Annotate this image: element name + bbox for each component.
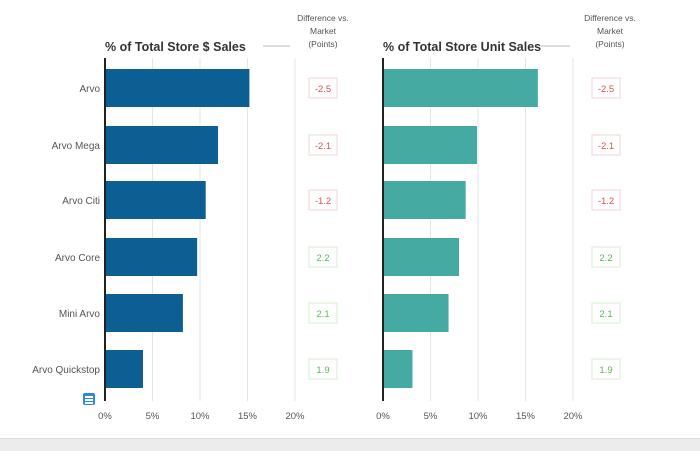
difference-box <box>308 358 338 380</box>
difference-box <box>308 77 338 99</box>
bar <box>383 181 466 219</box>
difference-header-line: Difference vs. <box>297 13 349 23</box>
difference-value: -1.2 <box>598 196 614 207</box>
difference-box <box>591 77 621 99</box>
difference-value: -1.2 <box>315 196 331 207</box>
difference-value: 2.2 <box>316 253 329 264</box>
difference-box <box>591 134 621 156</box>
category-label: Arvo Core <box>55 253 100 264</box>
difference-header-line: Market <box>597 26 624 36</box>
difference-box <box>308 302 338 324</box>
bar <box>383 350 413 388</box>
chart-title: % of Total Store $ Sales <box>105 40 246 54</box>
difference-box <box>591 189 621 211</box>
difference-box <box>308 246 338 268</box>
bar <box>105 126 219 164</box>
bar <box>383 69 538 107</box>
difference-value: 1.9 <box>599 365 612 376</box>
difference-value: -2.5 <box>315 84 331 95</box>
category-label: Arvo <box>79 84 100 95</box>
category-label: Arvo Citi <box>62 196 100 207</box>
hamburger-menu-icon[interactable] <box>83 393 95 405</box>
bar <box>105 350 143 388</box>
difference-header-line: Market <box>310 26 337 36</box>
difference-value: -2.5 <box>598 84 614 95</box>
category-label: Arvo Quickstop <box>32 365 100 376</box>
difference-value: 1.9 <box>316 365 329 376</box>
x-tick-label: 15% <box>516 411 536 422</box>
bar <box>105 69 250 107</box>
difference-value: 2.1 <box>316 309 329 320</box>
bar <box>383 294 449 332</box>
difference-box <box>308 189 338 211</box>
difference-box <box>591 358 621 380</box>
x-tick-label: 0% <box>98 411 112 422</box>
x-tick-label: 10% <box>468 411 488 422</box>
difference-value: 2.2 <box>599 253 612 264</box>
x-tick-label: 5% <box>146 411 160 422</box>
x-tick-label: 10% <box>190 411 210 422</box>
x-tick-label: 20% <box>563 411 583 422</box>
difference-box <box>308 134 338 156</box>
difference-header-line: (Points) <box>595 39 624 49</box>
bar <box>383 126 478 164</box>
category-label: Arvo Mega <box>52 141 101 152</box>
difference-value: 2.1 <box>599 309 612 320</box>
x-tick-label: 0% <box>376 411 390 422</box>
x-tick-label: 5% <box>424 411 438 422</box>
bar <box>105 238 198 276</box>
difference-box <box>591 246 621 268</box>
difference-value: -2.1 <box>315 141 331 152</box>
difference-header-line: Difference vs. <box>584 13 636 23</box>
bar <box>383 238 459 276</box>
difference-header-line: (Points) <box>308 39 337 49</box>
difference-box <box>591 302 621 324</box>
footer-bar <box>0 438 700 451</box>
bar <box>105 181 206 219</box>
category-label: Mini Arvo <box>59 309 101 320</box>
difference-value: -2.1 <box>598 141 614 152</box>
bar <box>105 294 183 332</box>
x-tick-label: 15% <box>238 411 258 422</box>
chart-title: % of Total Store Unit Sales <box>383 40 541 54</box>
x-tick-label: 20% <box>285 411 305 422</box>
